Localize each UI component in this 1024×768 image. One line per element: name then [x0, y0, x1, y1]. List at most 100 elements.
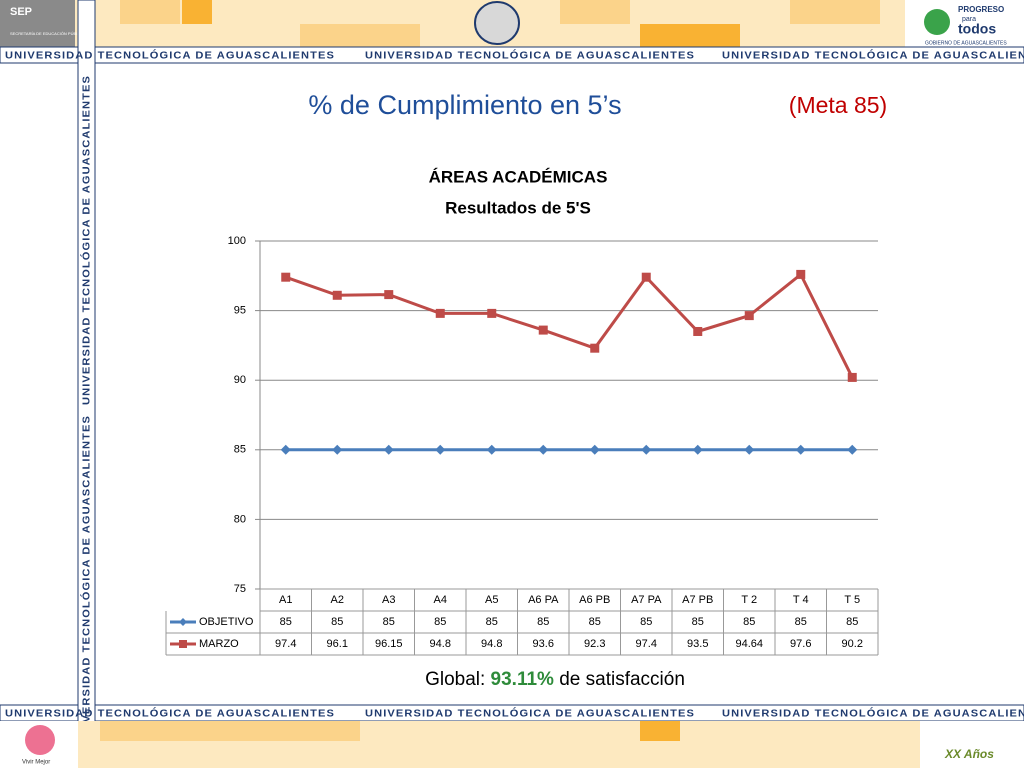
logo-text: para — [962, 16, 976, 23]
logo-text: XX Años — [944, 747, 994, 761]
marker — [641, 444, 652, 455]
marker — [435, 444, 446, 455]
deco — [640, 24, 740, 47]
marker — [847, 372, 857, 382]
y-tick-label: 100 — [228, 235, 246, 247]
x-tick-label: A7 PB — [682, 594, 713, 606]
logo-mark — [924, 9, 950, 35]
table-value: 94.8 — [430, 638, 451, 650]
x-tick-label: A4 — [434, 594, 447, 606]
deco — [300, 24, 420, 47]
marker — [487, 308, 497, 318]
global-value: 93.11% — [491, 669, 554, 690]
logo-text: todos — [958, 21, 996, 37]
legend-label: OBJETIVO — [199, 616, 254, 628]
marker — [435, 308, 445, 318]
banner — [77, 0, 96, 768]
table-value: 97.6 — [790, 638, 811, 650]
sep-logo: SEP — [10, 6, 32, 18]
deco — [560, 0, 630, 24]
chart-title: ÁREAS ACADÉMICAS — [429, 167, 608, 186]
marker — [384, 290, 394, 300]
table-value: 85 — [486, 616, 498, 628]
marker — [332, 290, 342, 300]
marker — [847, 444, 858, 455]
x-tick-label: T 2 — [741, 594, 757, 606]
table-value: 85 — [743, 616, 755, 628]
logo-box — [920, 721, 1024, 768]
table-value: 94.8 — [481, 638, 502, 650]
deco — [640, 721, 680, 741]
table-value: 85 — [846, 616, 858, 628]
series-line — [285, 272, 854, 379]
table-value: 85 — [383, 616, 395, 628]
table-value: 90.2 — [842, 638, 863, 650]
y-tick-label: 90 — [234, 374, 246, 386]
deco — [120, 0, 180, 24]
table-value: 85 — [795, 616, 807, 628]
deco — [182, 0, 212, 24]
banner-text: UNIVERSIDAD TECNOLÓGICA DE AGUASCALIENTE… — [80, 415, 93, 745]
y-tick-label: 85 — [234, 444, 246, 456]
y-tick-label: 95 — [234, 305, 246, 317]
logo-text: Vivir Mejor — [22, 760, 50, 766]
ut-seal — [474, 1, 520, 45]
chart-subtitle: Resultados de 5'S — [445, 198, 591, 217]
marker — [795, 444, 806, 455]
table-value: 85 — [280, 616, 292, 628]
table-value: 85 — [692, 616, 704, 628]
sep-name: SECRETARÍA DE EDUCACIÓN PÚBLICA — [10, 31, 85, 36]
table-value: 85 — [589, 616, 601, 628]
banner-text: UNIVERSIDAD TECNOLÓGICA DE AGUASCALIENTE… — [365, 49, 695, 62]
logo-text: PROGRESO — [958, 5, 1004, 14]
table-value: 92.3 — [584, 638, 605, 650]
x-tick-label: A5 — [485, 594, 498, 606]
banner-text: UNIVERSIDAD TECNOLÓGICA DE AGUASCALIENTE… — [5, 707, 335, 720]
goal: (Meta 85) — [789, 92, 887, 118]
table-value: 96.15 — [375, 638, 403, 650]
deco — [790, 0, 880, 24]
table-value: 97.4 — [636, 638, 657, 650]
logo-text: GOBIERNO DE AGUASCALIENTES — [925, 40, 1007, 46]
banner-text: UNIVERSIDAD TECNOLÓGICA DE AGUASCALIENTE… — [722, 49, 1024, 62]
table-value: 93.6 — [533, 638, 554, 650]
marker — [332, 444, 343, 455]
global-suffix: de satisfacción — [559, 669, 685, 690]
marker — [383, 444, 394, 455]
marker — [744, 444, 755, 455]
x-tick-label: T 5 — [844, 594, 860, 606]
global-prefix: Global: — [425, 669, 485, 690]
marker — [693, 326, 703, 336]
marker — [590, 343, 600, 353]
table-value: 94.64 — [735, 638, 763, 650]
x-tick-label: A3 — [382, 594, 395, 606]
legend-marker — [179, 640, 187, 648]
y-tick-label: 80 — [234, 513, 246, 525]
table-value: 93.5 — [687, 638, 708, 650]
table-value: 96.1 — [327, 638, 348, 650]
marker — [692, 444, 703, 455]
x-tick-label: A1 — [279, 594, 292, 606]
marker — [280, 444, 291, 455]
deco — [100, 721, 360, 741]
banner-text: UNIVERSIDAD TECNOLÓGICA DE AGUASCALIENTE… — [365, 707, 695, 720]
logo-mark — [25, 725, 55, 755]
x-tick-label: A7 PA — [631, 594, 662, 606]
x-tick-label: A2 — [331, 594, 344, 606]
y-tick-label: 75 — [234, 583, 246, 595]
global-line: Global: 93.11% de satisfacción — [425, 669, 685, 690]
marker — [486, 444, 497, 455]
table-value: 85 — [640, 616, 652, 628]
marker — [641, 272, 651, 282]
table-value: 85 — [537, 616, 549, 628]
marker — [281, 272, 291, 282]
table-value: 85 — [331, 616, 343, 628]
marker — [538, 444, 549, 455]
sep-box — [0, 0, 75, 47]
marker — [744, 311, 754, 321]
table-value: 97.4 — [275, 638, 296, 650]
x-tick-label: A6 PB — [579, 594, 610, 606]
x-tick-label: T 4 — [793, 594, 809, 606]
marker — [538, 325, 548, 335]
banner-text: UNIVERSIDAD TECNOLÓGICA DE AGUASCALIENTE… — [722, 707, 1024, 720]
